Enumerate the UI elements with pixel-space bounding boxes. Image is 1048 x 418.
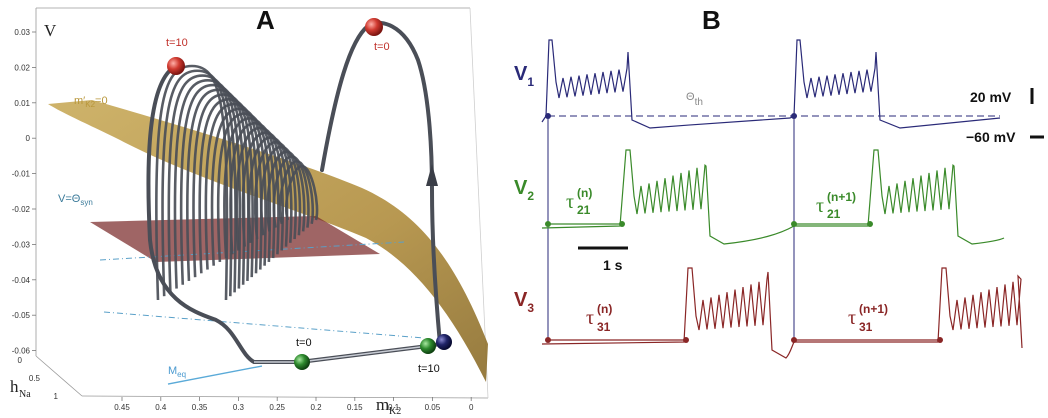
h-axis-label: h [10,377,19,396]
marker-t10-green [420,338,436,354]
svg-text:(n): (n) [597,302,612,316]
v-tick-label: -0.06 [12,347,31,356]
trace-v1 [541,39,1001,129]
meq-line [167,365,263,385]
m-tick-label: 0.05 [425,403,441,412]
axes-frame [35,7,489,399]
svg-text:τ: τ [566,191,574,213]
svg-text:τ: τ [816,195,824,217]
trajectory-loop [223,117,276,259]
trajectory-loop [272,155,310,228]
trace-v3 [541,267,1023,359]
panel-b-label: B [702,5,721,35]
marker-t10-top [167,57,185,75]
mv-scale-label: 20 mV [970,89,1012,105]
marker-t0-top [365,18,383,36]
m-tick-label: 0.25 [269,403,285,412]
tau31-n1-label: τ (n+1) 31 [848,302,888,334]
svg-text:τ: τ [848,307,856,329]
svg-text:(n+1): (n+1) [859,302,888,316]
v-tick-label: -0.05 [12,311,31,320]
h-tick-label: 0.5 [29,374,41,383]
marker-t0-top-label: t=0 [374,41,390,53]
v-tick-label: 0.03 [14,28,30,37]
m-axis-sub: K2 [389,406,401,417]
label-v1: V1 [514,63,534,89]
v-tick-label: 0.01 [14,99,30,108]
m-axis-ticks: 0.45 0.4 0.35 0.3 0.25 0.2 0.15 0.1 0.05 0 [114,397,474,412]
marker-t0-bottom [294,354,310,370]
v-tick-label: -0.04 [12,276,31,285]
trajectory-loop [198,98,259,274]
m-tick-label: 0.1 [388,403,400,412]
trajectory-loop [253,140,297,240]
v-tick-label: -0.03 [12,240,31,249]
label-v2: V2 [514,177,534,203]
m-tick-label: 0.3 [233,403,245,412]
v-axis-ticks: 0.03 0.02 0.01 0 -0.01 -0.02 -0.03 -0.04 -0.05 -0… [12,28,36,356]
marker-t10-bottom-label: t=10 [418,363,440,375]
marker-t10-navy [436,334,452,350]
h-tick-label: 1 [54,392,59,401]
m-axis-label: m [376,395,389,414]
panel-a-label: A [256,5,275,35]
threshold-label: V=Θsyn [58,193,93,207]
v-tick-label: -0.02 [12,205,31,214]
direction-arrow [426,164,438,186]
m-tick-label: 0.15 [347,403,363,412]
tau21-n-label: τ (n) 21 [566,186,592,217]
meq-label: Meq [168,365,186,379]
v-axis-label: V [44,21,57,40]
m-tick-label: 0 [469,403,474,412]
m-tick-label: 0.2 [310,403,322,412]
label-v3: V3 [514,289,534,315]
trajectory-loop [204,102,263,270]
svg-text:31: 31 [597,320,611,334]
v-tick-label: 0 [26,134,31,143]
svg-text:(n+1): (n+1) [827,190,856,204]
trajectory-loop [241,131,289,247]
m-tick-label: 0.35 [192,403,208,412]
m-tick-label: 0.4 [155,403,167,412]
rest-mv-label: −60 mV [966,129,1016,145]
trace-v2 [541,149,1005,245]
trajectory-path [146,64,442,364]
trajectory-loop [167,74,237,293]
trajectory-loop [179,83,246,285]
svg-text:(n): (n) [577,186,592,200]
trajectory-loop [278,159,315,225]
nullcline-label: m′K2=0 [74,95,108,109]
v-tick-label: 0.02 [14,63,30,72]
panel-a: A 0.03 0.02 0.01 0 -0.01 -0.02 -0.03 -0.04 -0.05… [10,5,489,417]
svg-text:21: 21 [827,207,841,221]
trajectory-loop [247,136,293,243]
tau31-n-label: τ (n) 31 [586,302,612,334]
svg-text:τ: τ [586,307,594,329]
m-tick-label: 0.45 [114,403,130,412]
trajectory-loop [185,88,250,282]
event-dots [545,113,943,343]
svg-text:21: 21 [577,203,591,217]
h-axis-ticks: 00.51 [18,356,59,401]
guide-dash-lower [103,311,425,339]
theta-label: Θth [686,91,703,108]
tau21-n1-label: τ (n+1) 21 [816,190,856,221]
v-tick-label: -0.01 [12,170,31,179]
trajectory-loop [229,121,280,255]
marker-t10-top-label: t=10 [166,37,188,49]
h-tick-label: 0 [18,356,23,365]
svg-text:31: 31 [859,320,873,334]
trajectory-loops [155,64,319,301]
trajectory-loop [161,69,233,297]
trajectory-return [320,20,442,346]
trajectory-loop [284,164,319,221]
time-scale-label: 1 s [603,257,623,273]
marker-t0-bottom-label: t=0 [296,337,312,349]
h-axis-sub: Na [19,389,31,400]
panel-b: B Θth V1 V2 V3 τ ( [514,5,1044,359]
trajectory-loop [266,150,306,232]
trajectory-loop [260,145,302,236]
